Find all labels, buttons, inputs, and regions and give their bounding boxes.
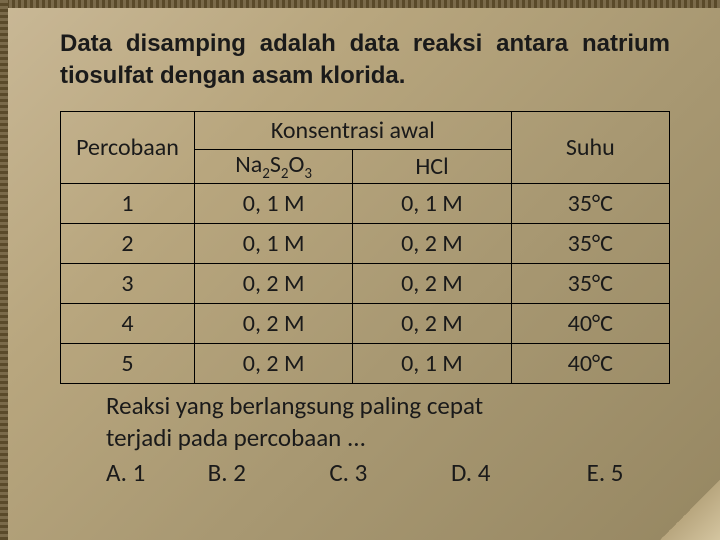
- slide-content: Data disamping adalah data reaksi antara…: [0, 0, 720, 508]
- title-text: Data disamping adalah data reaksi antara…: [60, 28, 670, 93]
- cell-hcl: 0, 1 M: [353, 343, 511, 383]
- data-table: Percobaan Konsentrasi awal Suhu Na2S2O3 …: [60, 111, 670, 384]
- cell-na: 0, 2 M: [194, 343, 352, 383]
- cell-na: 0, 1 M: [194, 183, 352, 223]
- question-line2: terjadi pada percobaan ...: [106, 422, 366, 453]
- col-percobaan: Percobaan: [61, 111, 195, 183]
- decorative-border-top: [0, 0, 720, 8]
- cell-suhu: 35°C: [511, 183, 669, 223]
- cell-suhu: 40°C: [511, 303, 669, 343]
- table-header-row: Percobaan Konsentrasi awal Suhu: [61, 111, 670, 149]
- cell-na: 0, 2 M: [194, 303, 352, 343]
- option-d: D. 4: [451, 457, 581, 488]
- cell-hcl: 0, 2 M: [353, 223, 511, 263]
- col-konsentrasi: Konsentrasi awal: [194, 111, 511, 149]
- cell-percobaan: 5: [61, 343, 195, 383]
- table-row: 4 0, 2 M 0, 2 M 40°C: [61, 303, 670, 343]
- cell-hcl: 0, 2 M: [353, 263, 511, 303]
- cell-percobaan: 4: [61, 303, 195, 343]
- paper-curl-decoration: [660, 480, 720, 540]
- cell-hcl: 0, 2 M: [353, 303, 511, 343]
- table-row: 2 0, 1 M 0, 2 M 35°C: [61, 223, 670, 263]
- table-row: 5 0, 2 M 0, 1 M 40°C: [61, 343, 670, 383]
- option-b: B. 2: [208, 457, 324, 488]
- table-row: 3 0, 2 M 0, 2 M 35°C: [61, 263, 670, 303]
- decorative-border-left: [0, 0, 8, 540]
- cell-suhu: 40°C: [511, 343, 669, 383]
- option-e: E. 5: [587, 457, 624, 488]
- col-na2s2o3: Na2S2O3: [194, 149, 352, 183]
- cell-suhu: 35°C: [511, 263, 669, 303]
- cell-percobaan: 1: [61, 183, 195, 223]
- col-suhu: Suhu: [511, 111, 669, 183]
- answer-options: A. 1 B. 2 C. 3 D. 4 E. 5: [60, 457, 670, 488]
- col-hcl: HCl: [353, 149, 511, 183]
- option-a: A. 1: [106, 457, 202, 488]
- question-text: Reaksi yang berlangsung paling cepat ter…: [60, 390, 670, 455]
- cell-percobaan: 2: [61, 223, 195, 263]
- table-row: 1 0, 1 M 0, 1 M 35°C: [61, 183, 670, 223]
- cell-suhu: 35°C: [511, 223, 669, 263]
- cell-hcl: 0, 1 M: [353, 183, 511, 223]
- cell-na: 0, 2 M: [194, 263, 352, 303]
- cell-percobaan: 3: [61, 263, 195, 303]
- option-c: C. 3: [329, 457, 445, 488]
- question-line1: Reaksi yang berlangsung paling cepat: [106, 390, 483, 421]
- cell-na: 0, 1 M: [194, 223, 352, 263]
